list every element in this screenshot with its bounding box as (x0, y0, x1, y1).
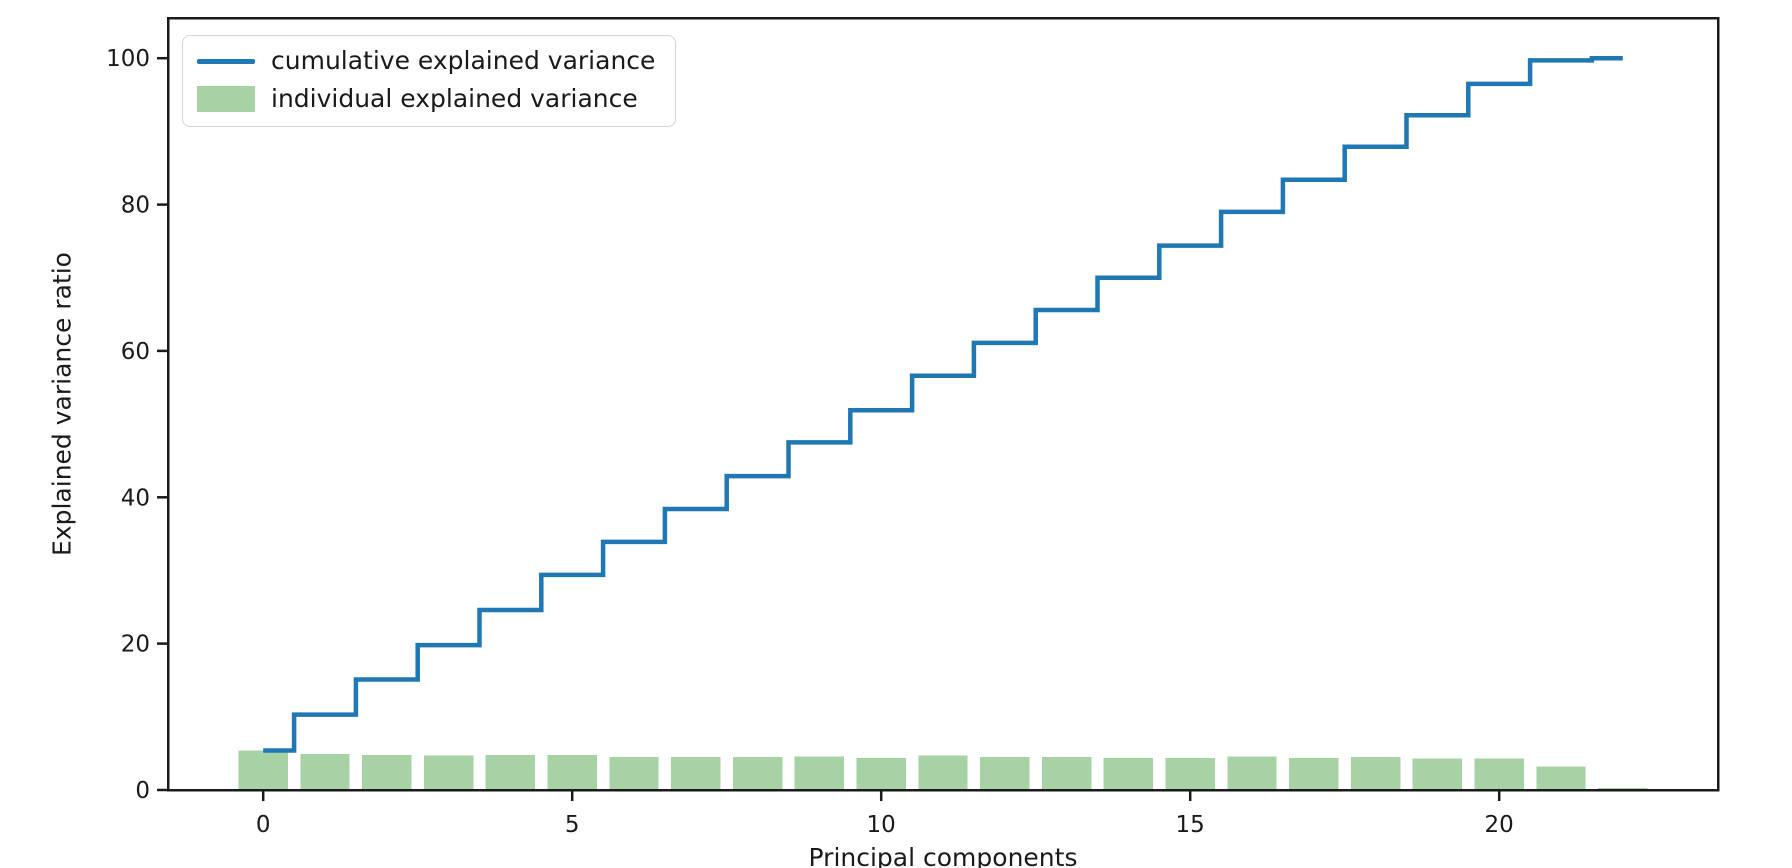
x-tick-label: 5 (565, 812, 580, 838)
individual-variance-bar (1412, 758, 1463, 790)
y-tick-label: 20 (121, 632, 150, 658)
y-tick-label: 40 (121, 485, 150, 511)
y-axis-label: Explained variance ratio (47, 252, 77, 556)
y-tick-label: 0 (135, 778, 150, 804)
x-tick-label: 20 (1485, 812, 1514, 838)
y-tick-label: 100 (106, 46, 150, 72)
y-tick-label: 60 (121, 339, 150, 365)
individual-variance-bar (1041, 757, 1092, 790)
individual-variance-bar (485, 754, 536, 790)
individual-variance-bar (671, 757, 721, 790)
individual-variance-bar (423, 755, 474, 790)
x-tick-label: 10 (867, 812, 896, 838)
x-axis-label: Principal components (808, 843, 1078, 868)
x-tick-label: 15 (1176, 812, 1205, 838)
individual-variance-bar (856, 757, 906, 790)
individual-variance-bar (609, 757, 659, 790)
legend-item-individual: individual explained variance (197, 83, 655, 114)
individual-variance-bar (1350, 757, 1401, 790)
individual-variance-bar (362, 754, 412, 790)
individual-variance-bar (1165, 757, 1215, 790)
individual-variance-bar (1103, 757, 1154, 790)
legend-label-individual: individual explained variance (271, 83, 638, 113)
individual-variance-bar (300, 754, 350, 790)
cumulative-variance-step-line (263, 55, 1623, 753)
individual-variance-bar (794, 756, 845, 790)
x-tick-label: 0 (256, 812, 271, 838)
individual-variance-bar (1474, 758, 1524, 790)
individual-variance-bar (980, 757, 1030, 790)
legend-line-swatch (197, 58, 255, 64)
individual-variance-bar (918, 755, 968, 790)
axes-spines (166, 16, 1720, 792)
legend-label-cumulative: cumulative explained variance (271, 46, 656, 75)
individual-variance-bar (732, 757, 783, 790)
individual-variance-bar (1289, 757, 1339, 790)
individual-variance-bar (1227, 756, 1277, 790)
individual-variance-bar (547, 754, 597, 790)
y-tick-label: 80 (121, 193, 150, 219)
legend: cumulative explained variance individual… (182, 35, 677, 127)
individual-variance-bar (238, 750, 288, 790)
legend-item-cumulative: cumulative explained variance (197, 46, 656, 76)
legend-patch-swatch (197, 86, 255, 113)
individual-variance-bar (1536, 766, 1586, 790)
